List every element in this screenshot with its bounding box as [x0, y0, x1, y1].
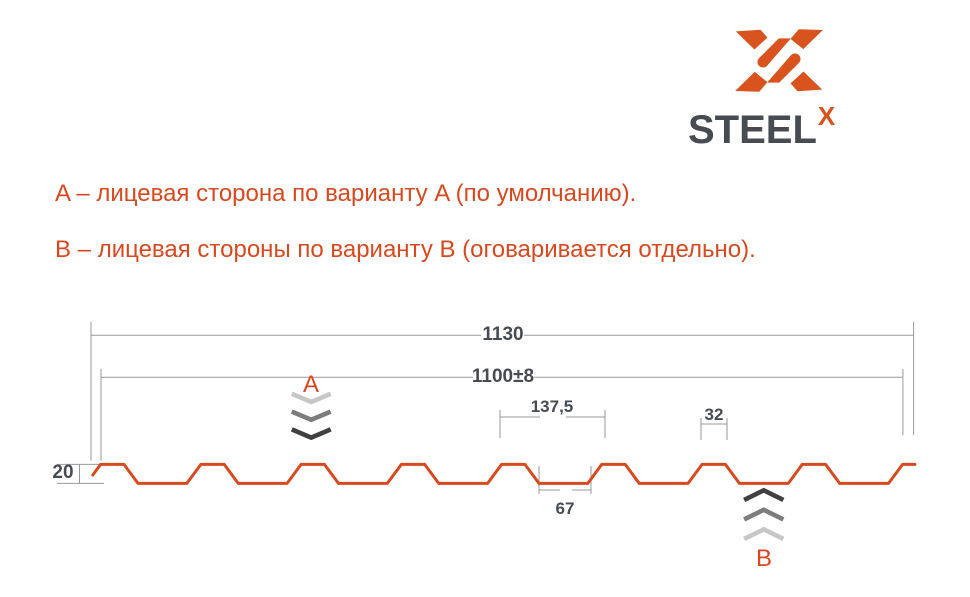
svg-text:1130: 1130 [482, 324, 523, 345]
svg-text:1100±8: 1100±8 [472, 366, 534, 387]
svg-text:A: A [303, 371, 319, 398]
svg-text:32: 32 [705, 405, 724, 424]
svg-text:20: 20 [52, 462, 73, 483]
svg-text:B: B [756, 545, 772, 572]
svg-text:137,5: 137,5 [531, 397, 574, 416]
svg-text:67: 67 [556, 499, 575, 518]
